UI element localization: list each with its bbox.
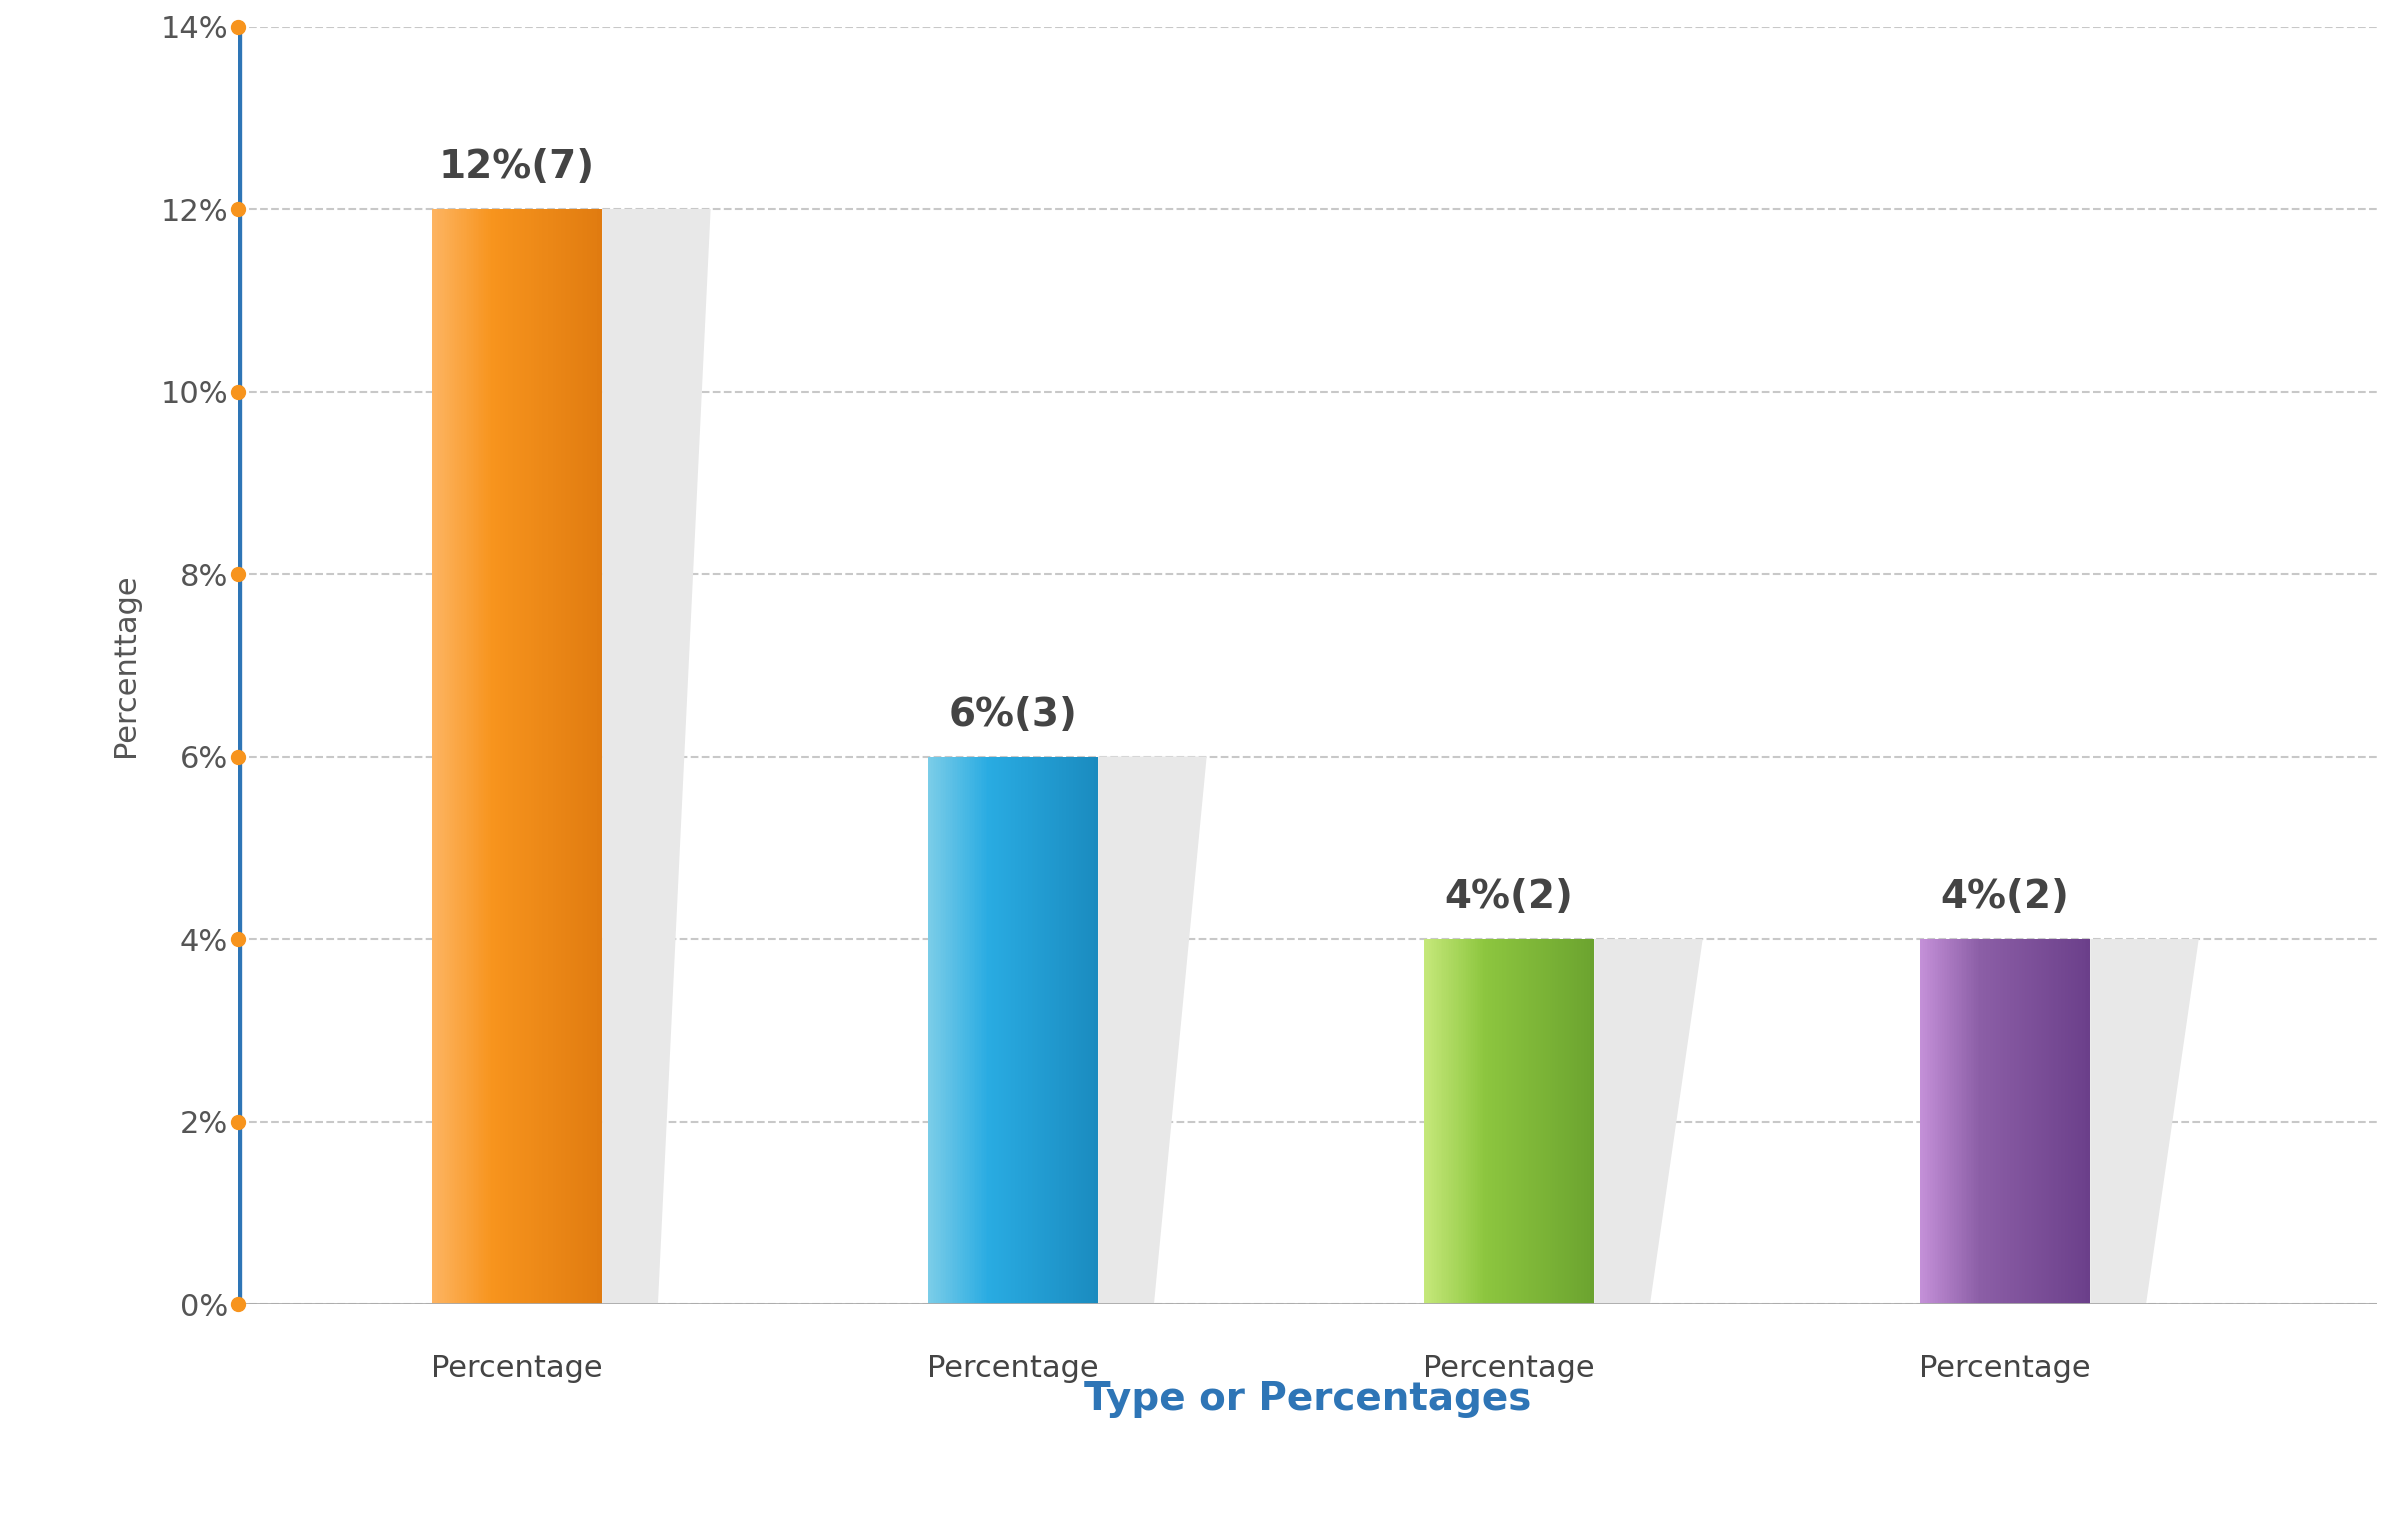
Bar [598,209,603,1304]
Polygon shape [603,209,710,1304]
Bar [2086,939,2091,1304]
Y-axis label: Percenttage: Percenttage [110,573,139,756]
Text: 6%(3): 6%(3) [950,695,1076,734]
Text: 4%(2): 4%(2) [1940,878,2069,917]
Polygon shape [1593,939,1703,1304]
Polygon shape [1098,756,1206,1304]
Text: 4%(2): 4%(2) [1445,878,1574,917]
Text: 12%(7): 12%(7) [438,148,596,186]
Text: Percentage: Percentage [1918,1354,2091,1383]
Bar [1591,939,1593,1304]
Text: Percentage: Percentage [928,1354,1098,1383]
Polygon shape [2091,939,2198,1304]
X-axis label: Type or Percentages: Type or Percentages [1084,1380,1531,1418]
Text: Percentage: Percentage [431,1354,603,1383]
Text: Percentage: Percentage [1423,1354,1595,1383]
Bar [1093,756,1098,1304]
